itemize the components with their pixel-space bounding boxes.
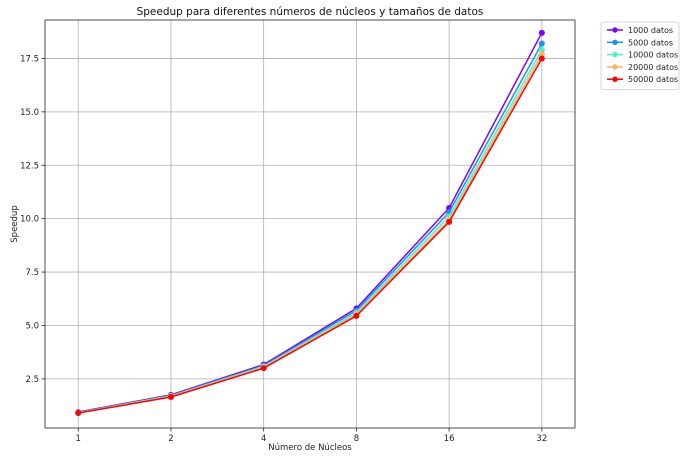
data-point: [260, 365, 267, 372]
y-tick-label: 5.0: [25, 321, 39, 331]
x-tick-label: 32: [536, 434, 547, 444]
x-tick-label: 2: [168, 434, 173, 444]
series-line: [78, 58, 543, 414]
data-point: [167, 394, 174, 401]
data-point: [538, 46, 545, 53]
grid: [45, 20, 575, 428]
y-axis-label: Speedup: [10, 205, 20, 242]
y-tick-label: 10.0: [20, 215, 39, 225]
legend-label: 20000 datos: [628, 63, 678, 72]
legend-label: 10000 datos: [628, 51, 678, 60]
series-line: [78, 49, 543, 414]
data-point: [538, 51, 545, 58]
legend-item: 10000 datos: [607, 51, 678, 60]
series-1: [75, 29, 545, 415]
y-tick-label: 15.0: [20, 108, 39, 118]
legend-swatch-marker: [612, 51, 618, 58]
series-3: [75, 46, 545, 416]
series-4: [75, 51, 545, 416]
y-tick-label: 2.5: [25, 375, 39, 385]
data-point: [75, 410, 82, 417]
x-tick-label: 16: [444, 434, 455, 444]
x-axis-label: Número de Núcleos: [268, 443, 352, 453]
series-5: [75, 55, 545, 417]
x-tick-label: 4: [261, 434, 266, 444]
x-axis: 1 2 4 8 16 32: [76, 428, 547, 444]
data-point: [538, 40, 545, 47]
legend-item: 1000 datos: [607, 26, 673, 35]
legend-label: 50000 datos: [628, 75, 678, 84]
legend-item: 5000 datos: [607, 38, 673, 47]
chart-title: Speedup para diferentes números de núcle…: [137, 6, 484, 18]
x-tick-label: 1: [76, 434, 81, 444]
legend-swatch-marker: [612, 76, 618, 82]
legend: 1000 datos 5000 datos 10000 datos 20000 dat…: [600, 21, 680, 90]
legend-swatch-marker: [612, 64, 618, 70]
legend-item: 50000 datos: [607, 75, 678, 84]
series-line: [78, 43, 543, 414]
series-line: [78, 32, 543, 413]
legend-label: 5000 datos: [628, 38, 673, 47]
legend-swatch-marker: [612, 39, 618, 45]
series-layer: [75, 29, 545, 417]
y-tick-label: 7.5: [25, 268, 39, 278]
data-point: [538, 55, 545, 62]
y-axis: 2.5 5.0 7.5 10.0 12.5 15.0 17.5: [20, 54, 45, 385]
legend-item: 20000 datos: [607, 63, 678, 72]
legend-label: 1000 datos: [628, 26, 673, 35]
y-tick-label: 17.5: [20, 54, 39, 64]
series-2: [75, 40, 545, 416]
legend-box: [600, 21, 680, 90]
data-point: [353, 312, 360, 319]
x-tick-label: 8: [354, 434, 359, 444]
legend-swatch-marker: [612, 27, 618, 33]
series-line: [78, 53, 543, 414]
data-point: [446, 218, 453, 225]
data-point: [538, 29, 545, 36]
y-tick-label: 12.5: [20, 161, 39, 171]
plot-frame: [44, 19, 576, 429]
